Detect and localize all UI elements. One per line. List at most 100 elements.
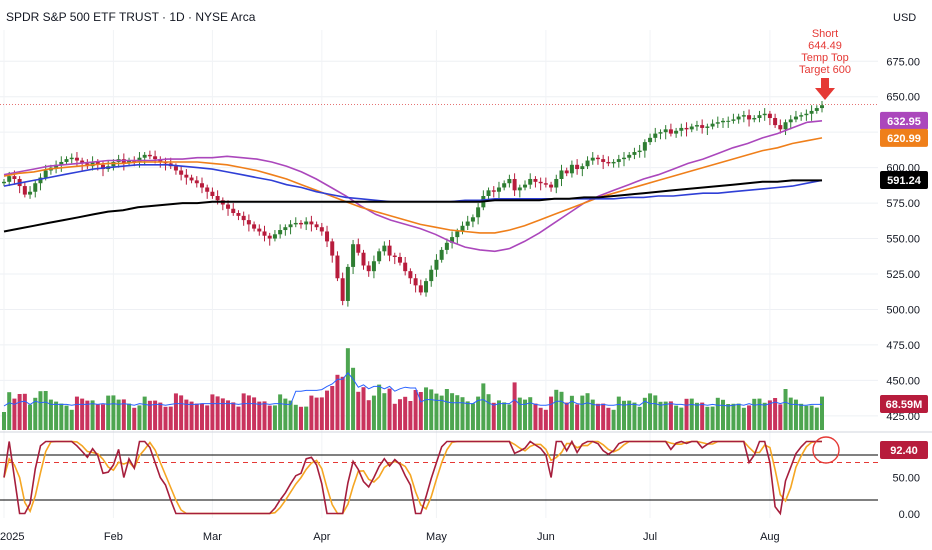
candle-body [246, 220, 251, 225]
candle-body [173, 166, 178, 171]
candle-body [278, 230, 283, 235]
candle-body [325, 231, 330, 242]
candle-body [236, 213, 241, 216]
candle-body [486, 190, 491, 196]
stoch-badge-label: 92.40 [890, 445, 918, 457]
volume-bar [460, 397, 465, 430]
volume-bar [267, 405, 272, 430]
volume-bar [429, 389, 434, 430]
volume-bar [820, 396, 824, 430]
candle-body [319, 227, 324, 232]
volume-badge [880, 395, 928, 413]
volume-bar [559, 391, 564, 430]
ma-long-line [3, 179, 822, 233]
volume-bar [340, 376, 345, 430]
candle-body [741, 115, 746, 117]
volume-bar [95, 404, 100, 430]
volume-bar [397, 399, 402, 430]
time-tick-label: Jul [643, 531, 657, 543]
volume-bar [747, 405, 752, 430]
candle-body [476, 207, 481, 218]
volume-bar [330, 386, 335, 430]
volume-bar [470, 403, 475, 430]
candle-body [22, 186, 27, 195]
candle-body [507, 178, 512, 184]
candle-body [371, 261, 376, 272]
candle-body [210, 191, 215, 196]
volume-bar [439, 395, 444, 430]
candle-body [616, 159, 621, 162]
volume-bar [48, 399, 53, 430]
candle-body [434, 259, 439, 270]
candle-body [778, 125, 783, 130]
candle-body [95, 161, 100, 165]
candle-body [523, 184, 528, 188]
volume-bar [632, 402, 637, 430]
volume-bar [507, 404, 512, 430]
volume-bar [444, 389, 449, 430]
volume-ma-line [3, 372, 822, 407]
candle-body [694, 125, 699, 127]
candle-body [710, 123, 715, 127]
volume-bar [142, 396, 147, 430]
price-badge [880, 128, 928, 147]
price-badge-label: 591.24 [887, 175, 922, 187]
currency-label[interactable]: USD [893, 12, 916, 24]
annotation-line-3: Temp Top [801, 52, 849, 64]
candle-body [700, 125, 705, 128]
volume-bar [715, 397, 720, 430]
volume-bar [814, 407, 819, 430]
candle-body [69, 157, 74, 160]
candle-body [439, 249, 444, 260]
volume-bar [538, 407, 543, 430]
volume-bar [158, 402, 163, 430]
volume-bar [236, 406, 241, 430]
volume-bar [549, 396, 554, 430]
candle-body [340, 278, 345, 301]
volume-bar [85, 400, 90, 430]
volume-bar [179, 395, 184, 430]
candle-body [585, 160, 590, 167]
volume-bar [611, 409, 616, 430]
candle-body [314, 224, 319, 228]
volume-bar [773, 398, 778, 430]
candle-body [788, 119, 793, 123]
volume-bar [298, 406, 303, 430]
volume-bar [252, 397, 257, 430]
volume-bar [809, 405, 814, 430]
volume-bar [189, 401, 194, 430]
volume-bar [199, 403, 204, 430]
volume-bar [793, 399, 798, 430]
volume-bar [132, 407, 137, 430]
volume-badge-label: 68.59M [886, 399, 923, 411]
candle-body [2, 181, 6, 184]
candle-body [38, 177, 43, 184]
volume-bar [153, 400, 158, 430]
candle-body [361, 252, 366, 266]
volume-bar [137, 405, 142, 430]
volume-bar [356, 391, 361, 430]
candle-body [543, 183, 548, 185]
candle-body [59, 161, 64, 165]
volume-bar [689, 398, 694, 430]
price-tick-label: 525.00 [886, 269, 920, 281]
candle-body [147, 154, 152, 157]
volume-bar [403, 396, 408, 430]
volume-bar [528, 397, 533, 430]
volume-bar [7, 392, 12, 430]
chart-title: SPDR S&P 500 ETF TRUST · 1D · NYSE Arca [6, 10, 256, 24]
candle-body [648, 137, 653, 143]
volume-bar [590, 399, 595, 430]
candle-body [43, 170, 48, 178]
volume-bar [663, 401, 668, 430]
volume-bar [767, 400, 772, 430]
candle-body [809, 110, 814, 114]
volume-bar [580, 395, 585, 430]
volume-bar [90, 400, 95, 430]
candle-body [413, 278, 418, 286]
candle-body [793, 116, 798, 120]
volume-bar [616, 396, 621, 430]
volume-bar [752, 398, 757, 430]
volume-bar [653, 395, 658, 430]
